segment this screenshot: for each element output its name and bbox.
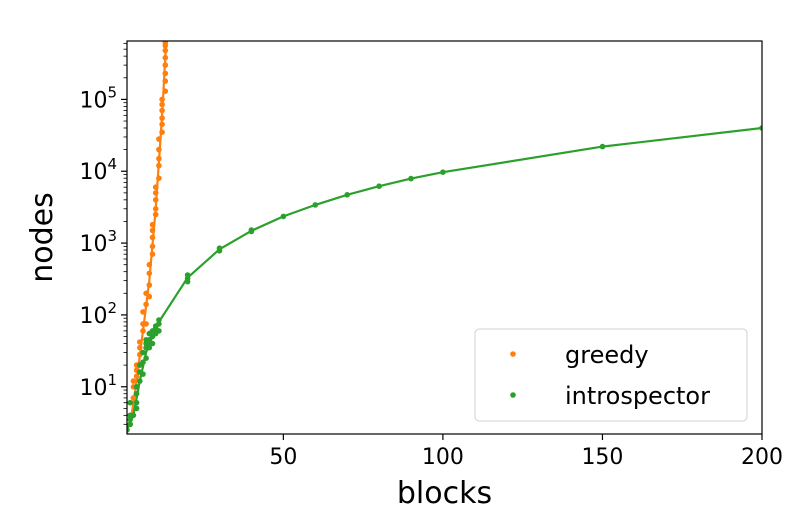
- data-point-greedy-17: [146, 282, 153, 288]
- data-point-greedy-40: [159, 96, 165, 103]
- data-point-introspector-38: [248, 227, 255, 233]
- data-point-greedy-25: [152, 211, 159, 218]
- data-point-introspector-8: [133, 390, 140, 397]
- data-point-greedy-48: [162, 41, 169, 46]
- data-point-greedy-36: [159, 121, 165, 128]
- data-point-greedy-46: [162, 47, 169, 54]
- data-point-introspector-15: [140, 349, 146, 356]
- data-point-greedy-9: [137, 339, 143, 345]
- data-point-introspector-7: [133, 399, 140, 406]
- data-point-greedy-8: [137, 344, 143, 351]
- data-point-introspector-10: [137, 378, 143, 384]
- data-point-greedy-34: [156, 136, 162, 142]
- data-point-greedy-1: [130, 395, 137, 401]
- data-point-greedy-4: [133, 373, 140, 380]
- y-tick-label: 102: [79, 299, 117, 329]
- data-point-greedy-37: [159, 115, 165, 121]
- data-point-introspector-6: [133, 405, 140, 412]
- data-point-introspector-14: [140, 359, 146, 366]
- data-point-greedy-31: [156, 162, 162, 169]
- data-point-greedy-39: [159, 101, 165, 108]
- data-point-introspector-0: [127, 427, 130, 433]
- legend: greedy introspector: [474, 328, 748, 422]
- legend-box: [474, 328, 748, 422]
- data-point-greedy-45: [162, 54, 169, 61]
- data-point-introspector-5: [130, 412, 137, 419]
- data-point-greedy-35: [159, 129, 165, 135]
- data-point-greedy-42: [162, 78, 169, 84]
- data-point-greedy-38: [159, 107, 165, 114]
- x-tick-label: 50: [269, 445, 297, 470]
- data-point-introspector-45: [599, 143, 606, 150]
- data-point-greedy-44: [162, 62, 169, 68]
- data-point-greedy-19: [146, 261, 153, 268]
- data-point-introspector-4: [127, 399, 133, 406]
- data-point-greedy-26: [152, 206, 159, 212]
- y-tick-label: 101: [79, 371, 117, 401]
- series-points: [127, 41, 762, 433]
- data-point-greedy-30: [156, 175, 162, 181]
- data-point-greedy-41: [162, 88, 169, 94]
- data-point-greedy-13: [140, 309, 146, 315]
- x-tick-label: 150: [581, 445, 623, 470]
- data-point-introspector-44: [440, 169, 446, 175]
- x-axis-label: blocks: [397, 476, 492, 511]
- data-point-introspector-41: [344, 192, 351, 198]
- data-point-greedy-29: [152, 184, 159, 190]
- y-axis-label: nodes: [25, 192, 60, 283]
- y-tick-label: 105: [79, 83, 117, 113]
- legend-label-greedy: greedy: [565, 341, 649, 369]
- plot-area: [127, 41, 762, 433]
- data-point-introspector-9: [133, 384, 140, 390]
- data-point-greedy-18: [146, 270, 153, 277]
- data-point-introspector-39: [280, 213, 287, 220]
- data-point-greedy-16: [146, 293, 153, 300]
- data-point-introspector-43: [408, 175, 414, 182]
- data-point-greedy-21: [149, 243, 156, 250]
- data-point-greedy-20: [149, 251, 156, 257]
- legend-marker-introspector: [510, 392, 516, 398]
- data-point-introspector-23: [149, 340, 156, 347]
- data-point-greedy-22: [149, 234, 156, 241]
- data-point-greedy-32: [156, 155, 162, 162]
- data-point-introspector-40: [312, 202, 319, 208]
- data-point-greedy-43: [162, 70, 169, 77]
- data-point-greedy-12: [143, 321, 149, 327]
- data-point-introspector-13: [140, 371, 146, 377]
- data-point-introspector-1: [127, 421, 133, 428]
- x-axis-ticks: 50 100 150 200: [269, 434, 783, 470]
- data-point-greedy-10: [140, 328, 146, 334]
- plot-frame: [126, 40, 763, 435]
- legend-label-introspector: introspector: [565, 382, 710, 410]
- data-point-introspector-29: [156, 328, 162, 334]
- data-point-introspector-36: [216, 245, 223, 251]
- data-point-greedy-27: [152, 197, 159, 203]
- x-tick-label: 200: [741, 445, 783, 470]
- data-point-introspector-16: [143, 355, 149, 362]
- data-point-introspector-42: [376, 183, 382, 189]
- data-point-introspector-34: [184, 272, 191, 278]
- data-point-introspector-31: [156, 317, 162, 323]
- x-tick-label: 100: [422, 445, 464, 470]
- data-point-introspector-2: [127, 416, 133, 423]
- data-point-greedy-23: [149, 227, 156, 234]
- data-point-greedy-3: [130, 378, 137, 384]
- data-point-greedy-14: [143, 301, 149, 308]
- y-tick-label: 104: [79, 155, 117, 185]
- y-axis-ticks: 101 102 103 104 105: [79, 43, 127, 425]
- data-point-greedy-24: [149, 221, 156, 228]
- data-point-introspector-30: [156, 321, 162, 327]
- data-point-introspector-20: [146, 344, 153, 351]
- y-tick-label: 103: [79, 227, 117, 257]
- data-point-greedy-33: [156, 146, 162, 153]
- legend-marker-greedy: [510, 351, 516, 357]
- data-point-introspector-46: [759, 125, 762, 131]
- data-point-greedy-28: [152, 190, 159, 196]
